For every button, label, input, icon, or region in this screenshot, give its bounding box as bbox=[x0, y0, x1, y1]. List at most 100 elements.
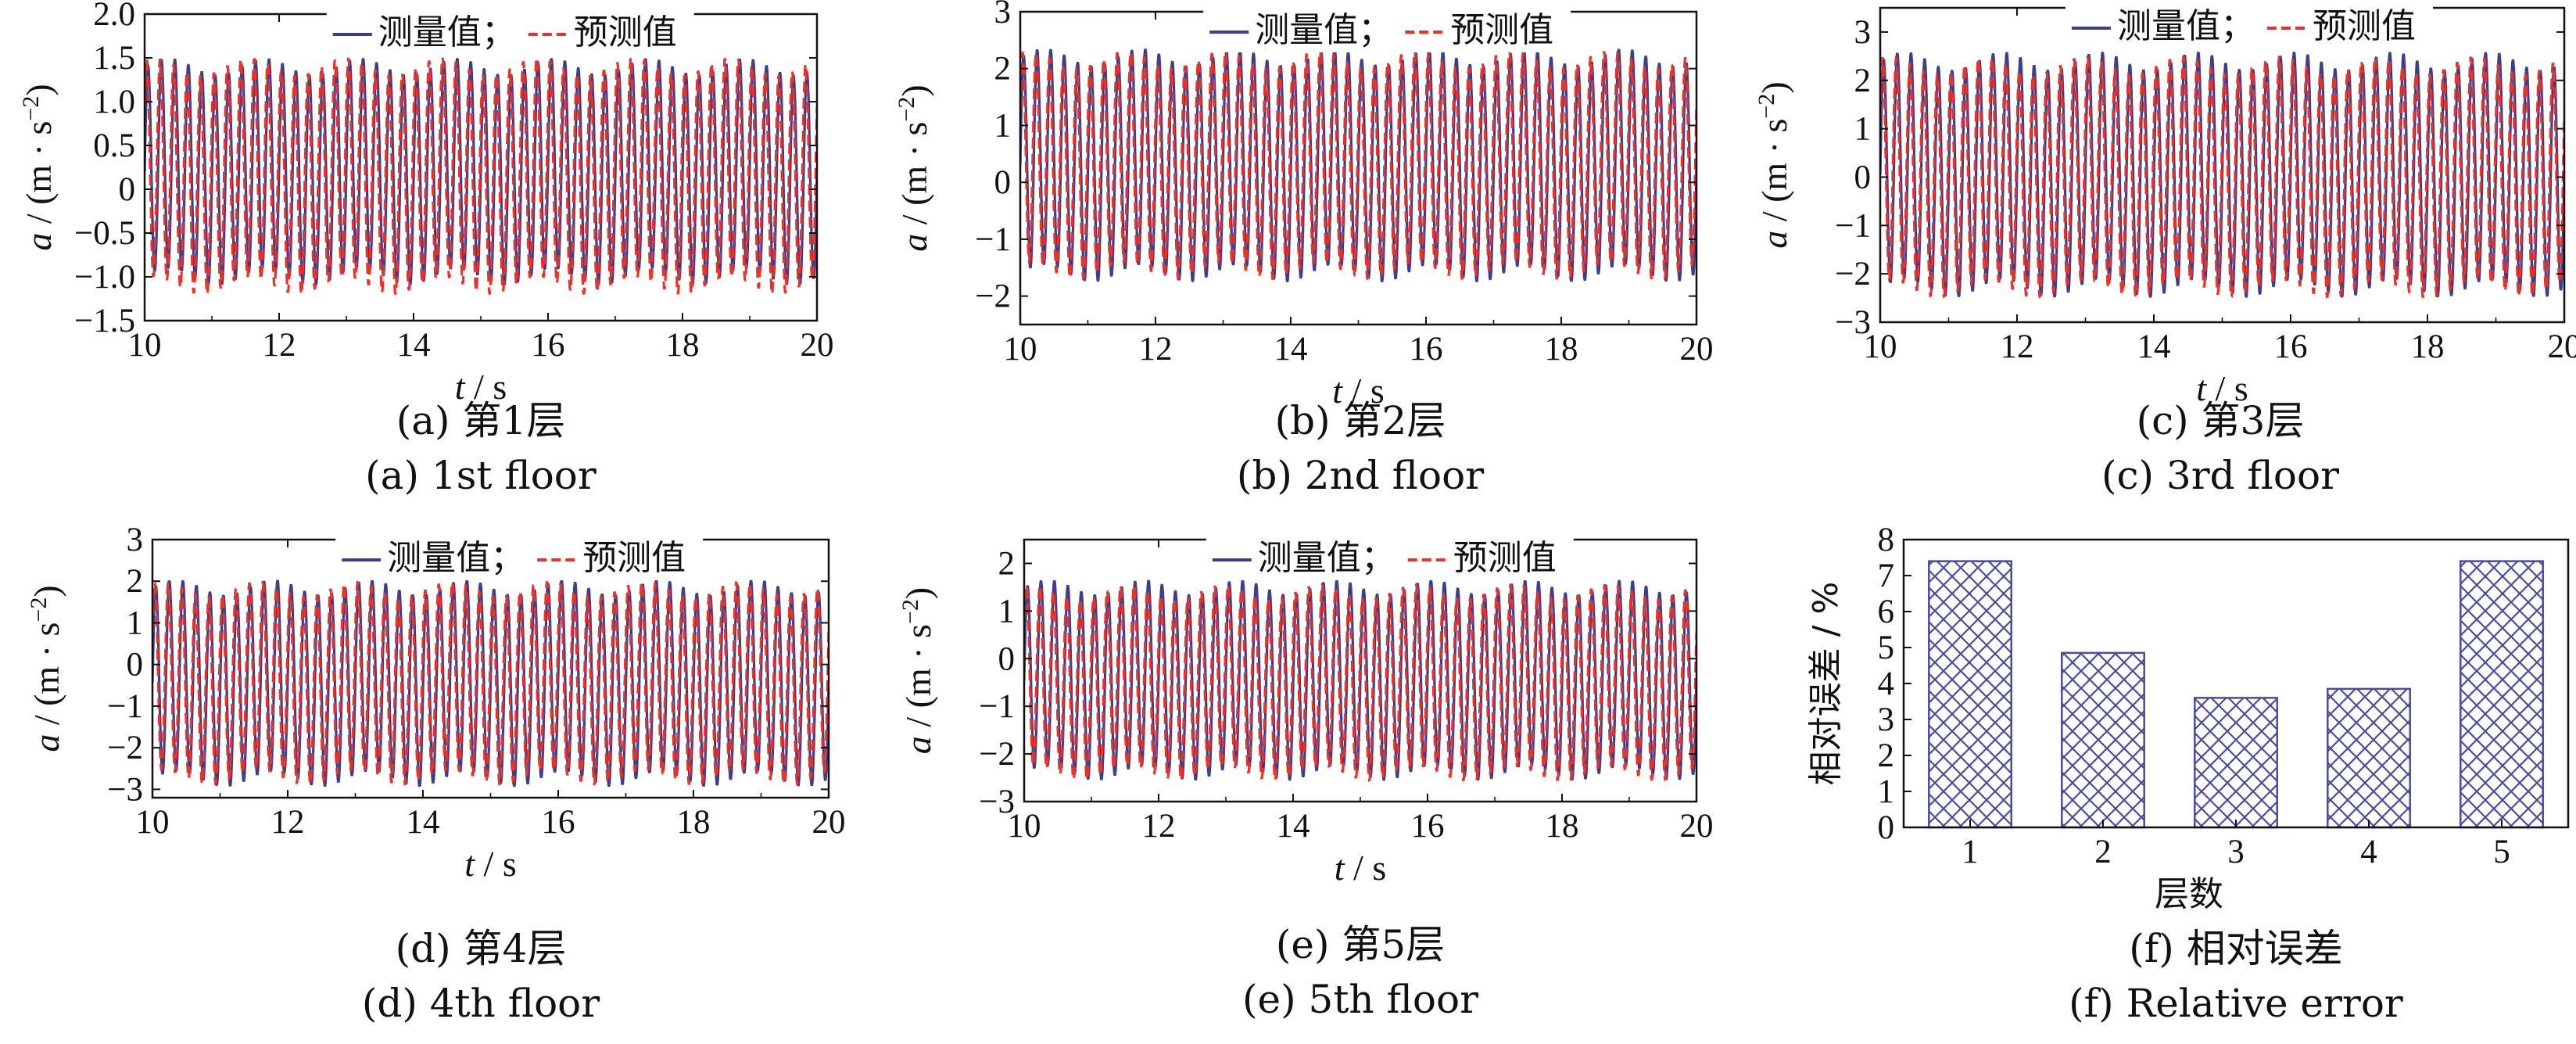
y-tick-label: 3 bbox=[1878, 701, 1895, 738]
x-axis-var: t bbox=[1332, 371, 1343, 411]
x-axis-unit: / s bbox=[2206, 368, 2248, 408]
x-axis-label: t / s bbox=[1332, 371, 1384, 411]
legend-background bbox=[1203, 10, 1571, 52]
x-tick-label: 18 bbox=[1546, 808, 1579, 845]
y-axis-unit: / (m · s bbox=[19, 121, 59, 233]
legend-measured-label: 测量值； bbox=[1255, 10, 1392, 50]
y-tick-label: 1 bbox=[998, 593, 1016, 630]
legend-predicted-label: 预测值 bbox=[2313, 6, 2416, 46]
bar-5 bbox=[2460, 560, 2544, 829]
legend-background bbox=[326, 13, 694, 55]
x-tick-label: 3 bbox=[2227, 834, 2245, 870]
y-axis-var: a bbox=[1754, 231, 1794, 249]
caption-en-f: (f) Relative error bbox=[2069, 981, 2403, 1026]
y-tick-label: −2 bbox=[107, 730, 143, 766]
x-tick-label: 14 bbox=[407, 804, 440, 841]
y-axis-label: a / (m · s−2) bbox=[897, 587, 939, 754]
legend-background bbox=[2065, 6, 2433, 48]
x-axis-var: t bbox=[455, 367, 466, 407]
y-tick-label: 0 bbox=[127, 647, 144, 683]
x-tick-label: 18 bbox=[666, 327, 700, 364]
x-tick-label: 18 bbox=[1545, 331, 1578, 368]
series-predicted bbox=[1880, 55, 2564, 300]
x-tick-label: 10 bbox=[1864, 328, 1897, 365]
y-tick-label: −3 bbox=[107, 771, 143, 808]
legend: 测量值； 预测值 bbox=[335, 538, 704, 580]
x-tick-label: 16 bbox=[532, 327, 565, 364]
x-axis-label: t / s bbox=[2196, 368, 2248, 408]
legend-background bbox=[1206, 538, 1574, 580]
y-tick-label: −2 bbox=[1835, 256, 1871, 292]
x-tick-label: 4 bbox=[2360, 834, 2377, 870]
legend-background bbox=[335, 538, 704, 580]
series-group bbox=[145, 57, 817, 295]
x-axis-label: 层数 bbox=[2155, 874, 2223, 914]
bar-3 bbox=[2194, 697, 2278, 829]
x-tick-label: 12 bbox=[1139, 331, 1173, 368]
legend: 测量值； 预测值 bbox=[1206, 538, 1574, 580]
caption-en-b: (b) 2nd floor bbox=[1237, 453, 1484, 498]
x-axis-var: t bbox=[1335, 848, 1345, 888]
x-axis-var: t bbox=[2196, 368, 2207, 408]
x-tick-label: 12 bbox=[271, 804, 305, 841]
y-axis-label: a / (m · s−2) bbox=[18, 84, 59, 250]
y-tick-label: −2 bbox=[979, 736, 1015, 773]
legend-predicted-label: 预测值 bbox=[1450, 10, 1553, 50]
caption-en-e: (e) 5th floor bbox=[1242, 977, 1478, 1022]
y-tick-label: −2 bbox=[975, 278, 1011, 315]
caption-cn-d: (d) 第4层 bbox=[396, 926, 567, 971]
legend-predicted-label: 预测值 bbox=[574, 13, 677, 52]
y-tick-label: −1 bbox=[107, 688, 143, 725]
legend-measured-label: 测量值； bbox=[387, 538, 525, 578]
series-predicted bbox=[145, 57, 817, 295]
series-predicted bbox=[1024, 583, 1696, 782]
caption-cn-c: (c) 第3层 bbox=[2137, 398, 2305, 443]
x-tick-label: 20 bbox=[1680, 808, 1714, 845]
x-tick-label: 12 bbox=[2001, 328, 2034, 365]
y-axis-close: ) bbox=[19, 84, 59, 95]
y-axis-exponent: −2 bbox=[894, 97, 919, 122]
y-tick-label: 0 bbox=[998, 640, 1016, 677]
legend: 测量值； 预测值 bbox=[2065, 6, 2433, 48]
y-tick-label: 2 bbox=[1854, 63, 1872, 99]
legend-measured-label: 测量值； bbox=[2117, 6, 2255, 46]
y-axis-close: ) bbox=[894, 84, 934, 96]
series-group bbox=[1880, 52, 2564, 300]
y-tick-label: 3 bbox=[127, 522, 144, 558]
y-tick-label: 0 bbox=[994, 164, 1012, 201]
y-axis-var: a bbox=[19, 233, 59, 251]
y-axis-exponent: −2 bbox=[18, 96, 44, 121]
caption-cn-b: (b) 第2层 bbox=[1275, 398, 1446, 443]
caption-en-d: (d) 4th floor bbox=[362, 981, 600, 1026]
y-axis-exponent: −2 bbox=[26, 597, 52, 622]
y-axis-exponent: −2 bbox=[897, 599, 923, 624]
y-tick-label: −1.0 bbox=[74, 259, 135, 296]
y-tick-label: −1 bbox=[979, 688, 1015, 725]
y-axis-label: a / (m · s−2) bbox=[1754, 81, 1795, 248]
y-tick-label: 1 bbox=[127, 605, 144, 641]
x-tick-label: 5 bbox=[2493, 834, 2510, 870]
y-axis-exponent: −2 bbox=[1754, 94, 1779, 119]
y-axis-close: ) bbox=[898, 587, 938, 599]
x-tick-label: 18 bbox=[677, 804, 711, 841]
y-tick-label: 6 bbox=[1878, 594, 1895, 630]
series-group bbox=[1020, 48, 1696, 282]
x-tick-label: 20 bbox=[1680, 331, 1714, 368]
y-tick-label: 3 bbox=[994, 0, 1012, 30]
x-tick-label: 16 bbox=[1410, 331, 1443, 368]
legend: 测量值； 预测值 bbox=[1203, 10, 1571, 52]
x-tick-label: 16 bbox=[542, 804, 575, 841]
y-tick-label: 3 bbox=[1854, 14, 1872, 51]
y-tick-label: −1 bbox=[1835, 207, 1871, 244]
x-tick-label: 1 bbox=[1962, 834, 1979, 870]
x-axis-unit: / s bbox=[465, 367, 507, 407]
x-tick-label: 20 bbox=[2548, 328, 2576, 365]
x-tick-label: 14 bbox=[397, 327, 431, 364]
series-predicted bbox=[152, 580, 829, 786]
y-tick-label: 1 bbox=[1878, 773, 1895, 810]
y-axis-label: 相对误差 / % bbox=[1806, 582, 1846, 786]
y-axis-var: a bbox=[27, 734, 66, 752]
